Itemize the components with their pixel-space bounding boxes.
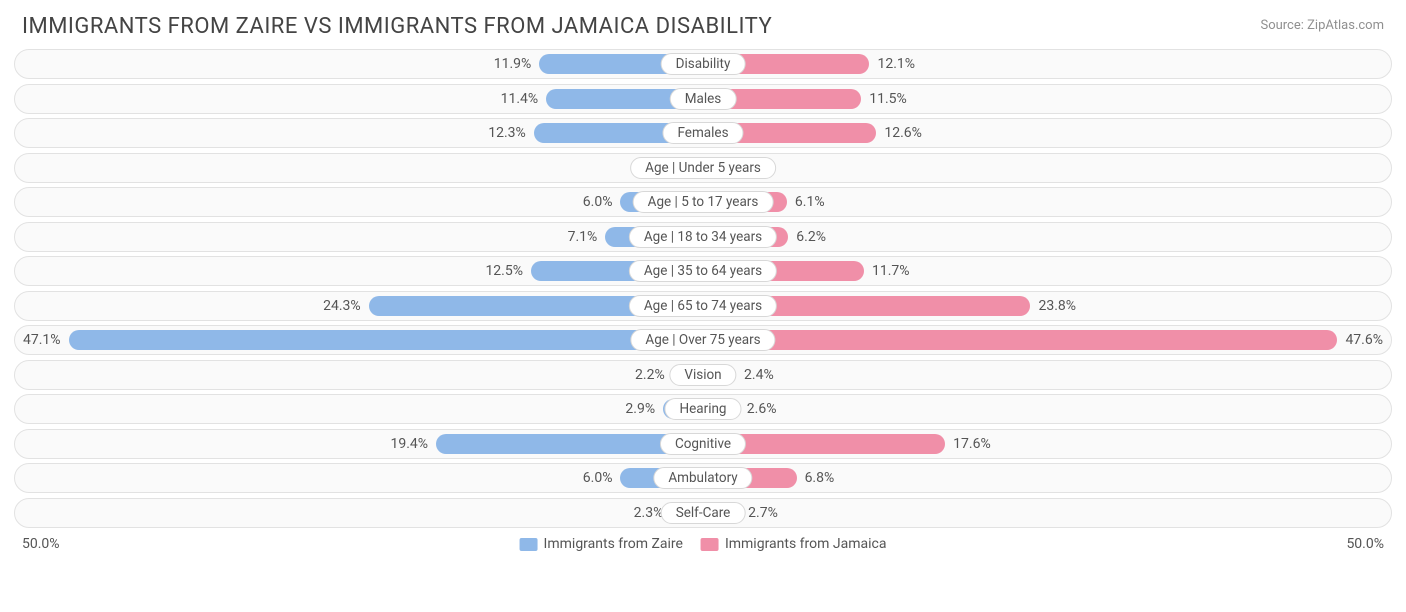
bar-right-value: 2.4% (736, 367, 782, 383)
bar-row: 1.1%1.2%Age | Under 5 years (14, 153, 1392, 183)
bar-right-half: 11.5% (703, 85, 1391, 113)
bar-right-half: 17.6% (703, 430, 1391, 458)
bar-row: 19.4% 17.6% Cognitive (14, 429, 1392, 459)
bar-right-value: 23.8% (1030, 298, 1084, 314)
bar-left-value: 7.1% (560, 229, 606, 245)
bar-left-value: 6.0% (575, 194, 621, 210)
bar-left-value: 12.3% (480, 125, 534, 141)
bar-category-label: Ambulatory (653, 467, 752, 489)
bar-right (703, 330, 1337, 350)
bar-left-half: 6.0% (15, 464, 703, 492)
bar-right-value: 6.2% (788, 229, 834, 245)
bar-category-label: Age | Over 75 years (630, 329, 775, 351)
bar-row: 2.2% 2.4%Vision (14, 360, 1392, 390)
bar-right-half: 2.4% (703, 361, 1391, 389)
bar-right-value: 6.8% (797, 470, 843, 486)
bar-row: 47.1% 47.6% Age | Over 75 years (14, 325, 1392, 355)
bar-left-value: 2.9% (617, 401, 663, 417)
bar-right-value: 11.5% (861, 91, 915, 107)
bar-right-half: 12.6% (703, 119, 1391, 147)
bar-left-half: 7.1% (15, 223, 703, 251)
bar-category-label: Age | 65 to 74 years (629, 295, 777, 317)
bar-category-label: Hearing (664, 398, 741, 420)
bar-right-half: 23.8% (703, 292, 1391, 320)
bar-left-half: 2.9% (15, 395, 703, 423)
bar-left-value: 12.5% (477, 263, 531, 279)
bar-category-label: Cognitive (660, 433, 746, 455)
chart-header: IMMIGRANTS FROM ZAIRE VS IMMIGRANTS FROM… (0, 0, 1406, 49)
diverging-bar-chart: 11.9% 12.1% Disability 11.4% 11.5% Males 12.3%… (0, 49, 1406, 528)
bar-row: 6.0% 6.8% Ambulatory (14, 463, 1392, 493)
bar-right-half: 6.8% (703, 464, 1391, 492)
bar-category-label: Vision (669, 364, 736, 386)
bar-right-half: 47.6% (703, 326, 1391, 354)
bar-left-half: 1.1% (15, 154, 703, 182)
legend: Immigrants from Zaire Immigrants from Ja… (520, 536, 887, 552)
bar-right-half: 2.7% (703, 499, 1391, 527)
bar-left-half: 11.9% (15, 50, 703, 78)
chart-title: IMMIGRANTS FROM ZAIRE VS IMMIGRANTS FROM… (22, 14, 772, 39)
bar-right-value: 47.6% (1337, 332, 1391, 348)
bar-left-value: 6.0% (575, 470, 621, 486)
bar-left-half: 24.3% (15, 292, 703, 320)
bar-row: 2.3% 2.7%Self-Care (14, 498, 1392, 528)
bar-right-value: 17.6% (945, 436, 999, 452)
bar-left-value: 19.4% (383, 436, 437, 452)
bar-left-value: 11.9% (486, 56, 540, 72)
bar-right-value: 12.1% (869, 56, 923, 72)
legend-swatch-right (701, 538, 719, 551)
bar-left-half: 6.0% (15, 188, 703, 216)
axis-right-max: 50.0% (1346, 536, 1384, 552)
bar-left-half: 12.5% (15, 257, 703, 285)
legend-left-label: Immigrants from Zaire (544, 536, 683, 552)
bar-left-half: 2.3% (15, 499, 703, 527)
bar-right-value: 11.7% (864, 263, 918, 279)
axis-left-max: 50.0% (22, 536, 60, 552)
bar-left-value: 47.1% (15, 332, 69, 348)
bar-category-label: Age | 35 to 64 years (629, 260, 777, 282)
bar-right-half: 11.7% (703, 257, 1391, 285)
bar-right-half: 12.1% (703, 50, 1391, 78)
bar-category-label: Disability (661, 53, 746, 75)
bar-left-half: 47.1% (15, 326, 703, 354)
bar-category-label: Age | 18 to 34 years (629, 226, 777, 248)
bar-right-value: 12.6% (876, 125, 930, 141)
bar-category-label: Age | 5 to 17 years (633, 191, 774, 213)
bar-row: 7.1% 6.2% Age | 18 to 34 years (14, 222, 1392, 252)
bar-left-value: 24.3% (315, 298, 369, 314)
bar-left-half: 12.3% (15, 119, 703, 147)
bar-right-half: 2.6% (703, 395, 1391, 423)
bar-row: 12.5% 11.7% Age | 35 to 64 years (14, 256, 1392, 286)
bar-row: 2.9% 2.6%Hearing (14, 394, 1392, 424)
legend-swatch-left (520, 538, 538, 551)
bar-category-label: Males (670, 88, 737, 110)
bar-left-half: 11.4% (15, 85, 703, 113)
bar-category-label: Self-Care (661, 502, 746, 524)
bar-right-value: 6.1% (787, 194, 833, 210)
bar-category-label: Females (662, 122, 743, 144)
bar-left (69, 330, 703, 350)
bar-right-half: 6.2% (703, 223, 1391, 251)
bar-row: 11.4% 11.5% Males (14, 84, 1392, 114)
bar-right-half: 6.1% (703, 188, 1391, 216)
bar-left-half: 2.2% (15, 361, 703, 389)
bar-row: 24.3% 23.8% Age | 65 to 74 years (14, 291, 1392, 321)
bar-category-label: Age | Under 5 years (630, 157, 776, 179)
legend-right: Immigrants from Jamaica (701, 536, 887, 552)
bar-left-value: 11.4% (493, 91, 547, 107)
chart-footer: 50.0% Immigrants from Zaire Immigrants f… (0, 532, 1406, 552)
bar-left-half: 19.4% (15, 430, 703, 458)
legend-right-label: Immigrants from Jamaica (725, 536, 887, 552)
legend-left: Immigrants from Zaire (520, 536, 683, 552)
bar-right-value: 2.6% (739, 401, 785, 417)
chart-source: Source: ZipAtlas.com (1260, 14, 1384, 33)
bar-row: 11.9% 12.1% Disability (14, 49, 1392, 79)
bar-right-value: 2.7% (740, 505, 786, 521)
bar-right-half: 1.2% (703, 154, 1391, 182)
bar-row: 12.3% 12.6% Females (14, 118, 1392, 148)
bar-left-value: 2.2% (627, 367, 673, 383)
bar-row: 6.0% 6.1% Age | 5 to 17 years (14, 187, 1392, 217)
